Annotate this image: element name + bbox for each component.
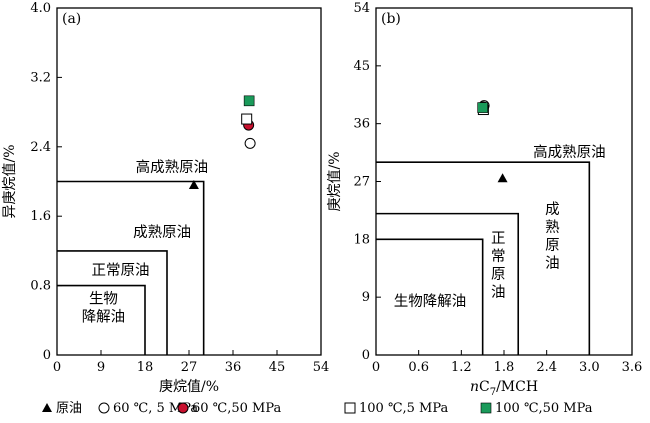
region-label: 油 [491,284,506,301]
y-tick-label: 0.8 [30,279,51,294]
region-label: 降解油 [82,308,126,325]
x-tick-label: 2.4 [536,360,557,375]
region-label: 常 [491,248,506,265]
data-point-triangle [497,173,508,183]
region-boundary-line [57,284,146,355]
data-point-triangle [188,179,199,189]
panel-b: 0 0.6 1.2 1.8 2.4 3.0 3.6 0 9 18 27 36 45 54 (b) 生物降解油 正… [327,1,642,398]
x-axis-label-suffix: /MCH [496,379,538,395]
x-tick-label: 45 [269,360,286,375]
region-boundary-line [57,250,168,355]
region-label: 熟 [545,219,560,236]
data-point-square-open [241,113,253,125]
x-axis-label-prefix: n [470,379,479,395]
x-tick-label: 27 [181,360,198,375]
region-label: 成 [545,201,560,218]
region-label: 成熟原油 [133,224,191,241]
y-tick-label: 4.0 [30,1,51,16]
data-point-circle-open [244,137,256,149]
y-tick-label: 54 [353,1,370,16]
legend-label: 100 ℃,5 MPa [359,401,448,416]
region-label: 原 [491,267,506,283]
y-tick-label: 9 [362,290,370,305]
data-point-square-green [477,102,488,113]
y-tick-label: 18 [353,232,370,247]
y-tick-label: 1.6 [30,209,51,224]
region-label: 正常原油 [92,262,150,279]
legend-marker-square-open [344,402,356,414]
y-axis-label: 异庚烷值/% [2,144,18,218]
y-tick-label: 2.4 [30,140,51,155]
x-tick-label: 1.8 [494,360,515,375]
x-tick-label: 36 [225,360,242,375]
legend-label: 原油 [56,401,82,416]
panel-label: (b) [381,11,401,27]
y-tick-label: 0 [43,348,51,363]
x-tick-label: 3.6 [622,360,643,375]
x-tick-label: 9 [97,360,105,375]
panel-label: (a) [62,11,81,27]
x-axis-label-sub: 7 [490,387,496,398]
x-tick-label: 3.0 [579,360,600,375]
y-axis-label: 庚烷值/% [327,151,343,211]
y-tick-label: 36 [353,117,370,132]
x-axis-label-main: C [479,379,490,395]
x-tick-label: 1.2 [451,360,472,375]
x-axis-label: 庚烷值/% [159,379,219,395]
region-label: 油 [545,255,560,272]
legend-marker-circle-red [177,402,189,414]
legend-label: 60 ℃, 5 MPa [113,401,198,416]
region-boundary-line [376,161,591,355]
region-boundary-line [376,238,484,355]
x-tick-label: 0 [53,360,61,375]
x-tick-label: 0.6 [408,360,429,375]
x-tick-label: 54 [313,360,330,375]
y-tick-label: 3.2 [30,70,51,85]
legend-marker-square-green [480,402,492,414]
region-label: 生物降解油 [394,293,467,310]
region-boundary-line [376,212,520,355]
legend-label: 100 ℃,50 MPa [495,401,593,416]
legend-marker-circle-open [98,402,110,414]
x-tick-label: 0 [372,360,380,375]
y-tick-label: 45 [353,59,370,74]
region-boundary-line [57,180,205,355]
x-axis-label: nC7/MCH [470,379,538,398]
data-point-square-green [243,95,255,107]
legend-marker-triangle [42,403,52,412]
x-tick-label: 18 [137,360,154,375]
region-label: 生物 [89,290,118,307]
y-tick-label: 0 [362,348,370,363]
panel-a: 0 9 18 27 36 45 54 0 0.8 1.6 2.4 3.2 4.0 (a) 生物降解油 正常原油… [2,1,329,395]
region-label: 原 [545,238,560,254]
y-tick-label: 27 [353,175,370,190]
region-label: 高成熟原油 [136,159,209,176]
region-label: 正 [491,231,506,247]
region-label: 高成熟原油 [533,144,606,161]
legend-label: 60 ℃,50 MPa [192,401,281,416]
